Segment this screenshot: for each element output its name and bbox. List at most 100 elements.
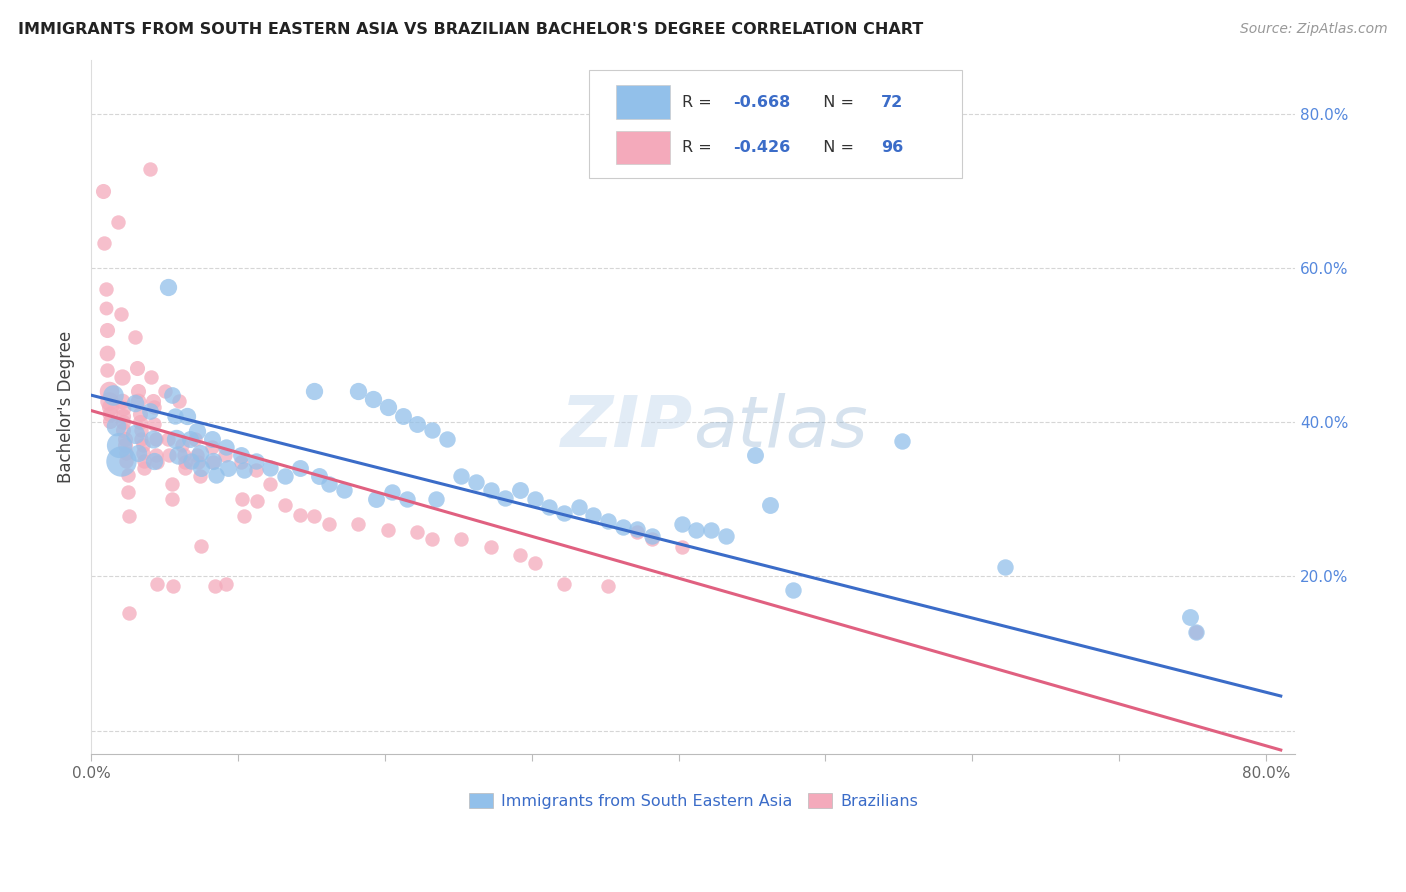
Point: [288, 461, 311, 475]
Point: [523, 556, 546, 570]
Point: [186, 425, 208, 439]
Point: [112, 423, 135, 437]
Point: [93, 236, 115, 251]
Point: [671, 540, 693, 554]
Point: [202, 454, 225, 468]
Point: [229, 455, 252, 469]
Point: [96, 345, 118, 359]
Text: -0.426: -0.426: [733, 140, 790, 155]
Point: [124, 330, 146, 344]
Point: [347, 384, 370, 399]
Point: [494, 491, 516, 505]
Point: [111, 370, 134, 384]
Point: [163, 409, 186, 423]
Point: [160, 492, 183, 507]
Point: [94, 301, 117, 315]
Point: [598, 579, 620, 593]
Point: [98, 414, 121, 428]
Point: [377, 523, 399, 537]
Point: [132, 461, 155, 475]
Text: R =: R =: [682, 140, 717, 155]
Point: [153, 384, 176, 399]
Point: [186, 448, 208, 462]
Point: [1178, 609, 1201, 624]
Point: [127, 384, 149, 399]
Point: [172, 438, 194, 452]
Point: [553, 506, 575, 520]
Point: [115, 446, 138, 460]
Point: [157, 448, 180, 462]
Point: [200, 432, 222, 446]
Point: [124, 396, 146, 410]
Point: [420, 423, 443, 437]
Point: [217, 461, 239, 475]
Point: [204, 579, 226, 593]
Point: [127, 446, 149, 460]
Point: [190, 539, 212, 553]
Point: [117, 484, 139, 499]
Point: [245, 454, 267, 468]
Point: [890, 434, 912, 449]
Point: [598, 514, 620, 528]
FancyBboxPatch shape: [589, 70, 962, 178]
Point: [318, 476, 340, 491]
Point: [582, 508, 605, 522]
Point: [1184, 624, 1206, 639]
Point: [111, 393, 134, 408]
Point: [143, 417, 166, 431]
Point: [361, 392, 384, 406]
Point: [115, 454, 138, 468]
Point: [364, 492, 387, 507]
Point: [190, 461, 212, 475]
Point: [245, 463, 267, 477]
Point: [165, 432, 187, 446]
Point: [94, 283, 117, 297]
Text: Source: ZipAtlas.com: Source: ZipAtlas.com: [1240, 22, 1388, 37]
Point: [436, 432, 458, 446]
Point: [129, 432, 152, 446]
Point: [994, 560, 1017, 574]
Text: 96: 96: [882, 140, 904, 155]
Point: [125, 361, 148, 376]
Point: [142, 432, 165, 446]
Point: [160, 388, 183, 402]
Point: [187, 455, 209, 469]
Point: [274, 469, 297, 483]
Point: [259, 461, 281, 475]
Point: [174, 455, 197, 469]
Point: [118, 509, 141, 524]
Point: [215, 440, 238, 454]
Point: [139, 162, 162, 177]
Point: [553, 577, 575, 591]
Point: [112, 415, 135, 429]
Text: atlas: atlas: [693, 393, 868, 462]
Point: [132, 454, 155, 468]
Point: [538, 500, 561, 514]
Point: [202, 455, 225, 469]
Point: [131, 438, 153, 452]
Point: [568, 500, 591, 514]
Point: [612, 520, 634, 534]
Text: -0.668: -0.668: [733, 95, 790, 110]
Y-axis label: Bachelor's Degree: Bachelor's Degree: [58, 331, 75, 483]
Text: N =: N =: [813, 95, 859, 110]
Point: [215, 577, 238, 591]
Point: [128, 408, 150, 422]
Point: [145, 448, 167, 462]
Text: R =: R =: [682, 95, 717, 110]
FancyBboxPatch shape: [616, 131, 671, 164]
Point: [101, 388, 124, 402]
Point: [173, 448, 195, 462]
Point: [391, 409, 413, 423]
Point: [114, 438, 136, 452]
Point: [146, 455, 169, 469]
Point: [142, 393, 165, 408]
Point: [229, 448, 252, 462]
Point: [141, 370, 163, 384]
Point: [308, 469, 330, 483]
Point: [304, 384, 326, 399]
Point: [97, 393, 120, 408]
Point: [232, 463, 254, 477]
Point: [406, 417, 429, 431]
Text: N =: N =: [813, 140, 859, 155]
